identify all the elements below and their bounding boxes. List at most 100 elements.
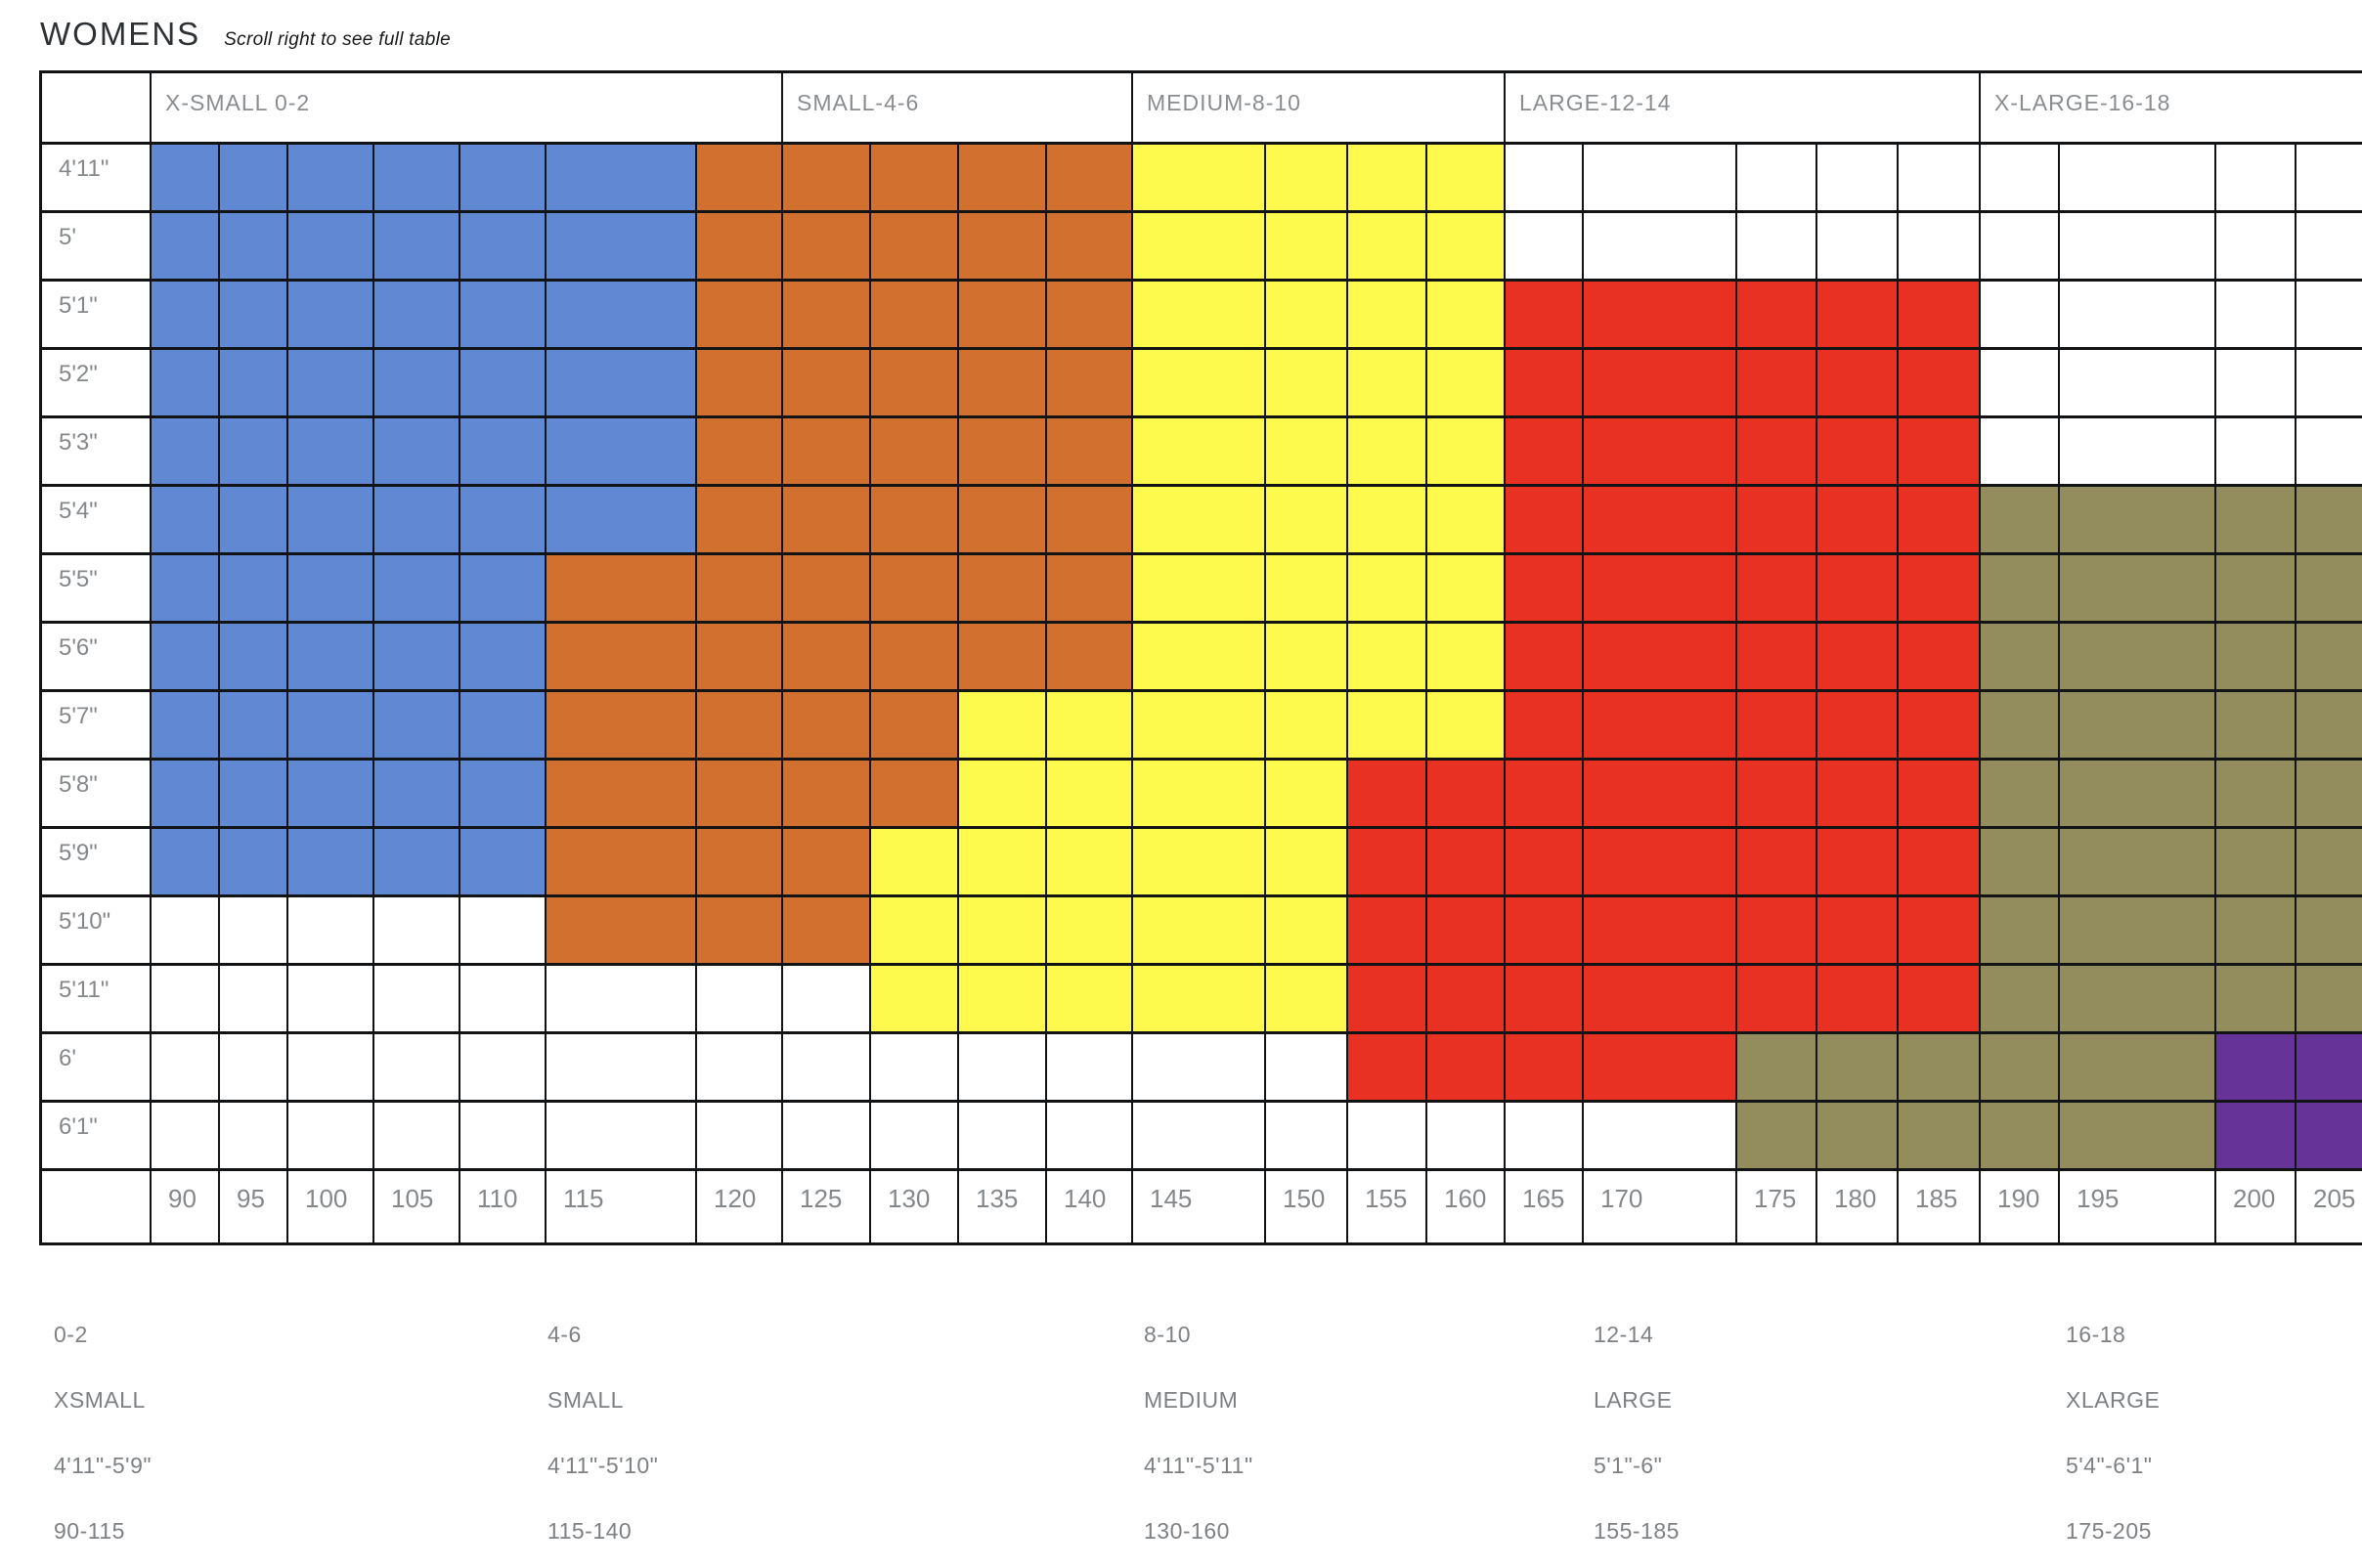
grid-cell (783, 897, 871, 966)
height-label: 5'8" (42, 761, 152, 829)
grid-cell (152, 145, 220, 213)
grid-cell (959, 1103, 1047, 1171)
grid-cell (1817, 487, 1899, 555)
grid-cell (1348, 487, 1427, 555)
grid-cell (783, 966, 871, 1034)
grid-cell (871, 487, 959, 555)
grid-cell (959, 555, 1047, 624)
weight-label: 100 (288, 1171, 374, 1245)
grid-cell (460, 761, 547, 829)
grid-cell (152, 1034, 220, 1103)
grid-cell (1266, 966, 1348, 1034)
grid-cell (460, 829, 547, 897)
grid-cell (1266, 829, 1348, 897)
grid-cell (1266, 1103, 1348, 1171)
grid-cell (220, 829, 288, 897)
grid-cell (2296, 1034, 2362, 1103)
grid-cell (1817, 350, 1899, 418)
grid-cell (1817, 282, 1899, 350)
grid-cell (2060, 761, 2216, 829)
grid-cell (1981, 829, 2060, 897)
grid-cell (871, 829, 959, 897)
grid-cell (1737, 761, 1817, 829)
grid-cell (1427, 624, 1506, 692)
grid-cell (959, 213, 1047, 282)
grid-cell (783, 418, 871, 487)
grid-cell (460, 555, 547, 624)
grid-cell (1047, 897, 1133, 966)
size-group-header: X-SMALL 0-2 (152, 73, 783, 145)
grid-cell (1737, 487, 1817, 555)
grid-cell (460, 282, 547, 350)
grid-cell (697, 966, 783, 1034)
grid-cell (2216, 897, 2296, 966)
grid-cell (1981, 282, 2060, 350)
weight-label: 90 (152, 1171, 220, 1245)
grid-cell (220, 624, 288, 692)
grid-cell (1427, 418, 1506, 487)
grid-cell (1506, 761, 1584, 829)
height-label: 6'1" (42, 1103, 152, 1171)
grid-cell (1047, 418, 1133, 487)
grid-cell (1427, 350, 1506, 418)
grid-cell (959, 350, 1047, 418)
weight-corner-cell (42, 1171, 152, 1245)
legend-size-name: LARGE (1594, 1387, 1673, 1413)
grid-cell (1737, 282, 1817, 350)
legend-size-name: XSMALL (54, 1387, 146, 1413)
grid-cell (1047, 829, 1133, 897)
grid-cell (288, 213, 374, 282)
grid-cell (460, 350, 547, 418)
grid-cell (959, 966, 1047, 1034)
grid-cell (2296, 897, 2362, 966)
grid-cell (374, 418, 460, 487)
grid-cell (547, 1034, 697, 1103)
grid-cell (783, 761, 871, 829)
grid-cell (871, 897, 959, 966)
grid-cell (1133, 350, 1266, 418)
grid-cell (220, 692, 288, 761)
grid-cell (783, 145, 871, 213)
grid-cell (2060, 350, 2216, 418)
grid-cell (1817, 761, 1899, 829)
grid-cell (374, 213, 460, 282)
size-group-header: MEDIUM-8-10 (1133, 73, 1506, 145)
grid-cell (1899, 692, 1981, 761)
grid-cell (288, 829, 374, 897)
grid-cell (871, 282, 959, 350)
weight-label: 105 (374, 1171, 460, 1245)
grid-cell (1817, 145, 1899, 213)
grid-cell (220, 418, 288, 487)
grid-cell (1584, 897, 1737, 966)
legend-size-name: XLARGE (2066, 1387, 2161, 1413)
grid-cell (1981, 213, 2060, 282)
grid-cell (1266, 897, 1348, 966)
size-table-scroll-area[interactable]: X-SMALL 0-2 SMALL-4-6 MEDIUM-8-10 LARGE-12-… (39, 70, 2362, 1245)
grid-cell (783, 213, 871, 282)
legend-size-range: 0-2 (54, 1322, 88, 1347)
weight-label: 200 (2216, 1171, 2296, 1245)
weight-label: 175 (1737, 1171, 1817, 1245)
legend-weight-range: 90-115 (54, 1518, 125, 1544)
grid-cell (2216, 145, 2296, 213)
legend-height-range: 4'11"-5'9" (54, 1453, 153, 1478)
height-label: 5'10" (42, 897, 152, 966)
grid-cell (2060, 418, 2216, 487)
height-label: 5'5" (42, 555, 152, 624)
grid-cell (220, 555, 288, 624)
grid-cell (1047, 282, 1133, 350)
grid-cell (1047, 213, 1133, 282)
grid-cell (1506, 897, 1584, 966)
grid-cell (1899, 624, 1981, 692)
weight-label: 155 (1348, 1171, 1427, 1245)
grid-cell (152, 897, 220, 966)
grid-cell (374, 897, 460, 966)
legend-weight-range: 115-140 (547, 1518, 633, 1544)
legend-weight-range: 175-205 (2066, 1518, 2152, 1544)
weight-label: 125 (783, 1171, 871, 1245)
grid-cell (1348, 897, 1427, 966)
grid-cell (2296, 145, 2362, 213)
grid-cell (1506, 829, 1584, 897)
grid-cell (1506, 350, 1584, 418)
